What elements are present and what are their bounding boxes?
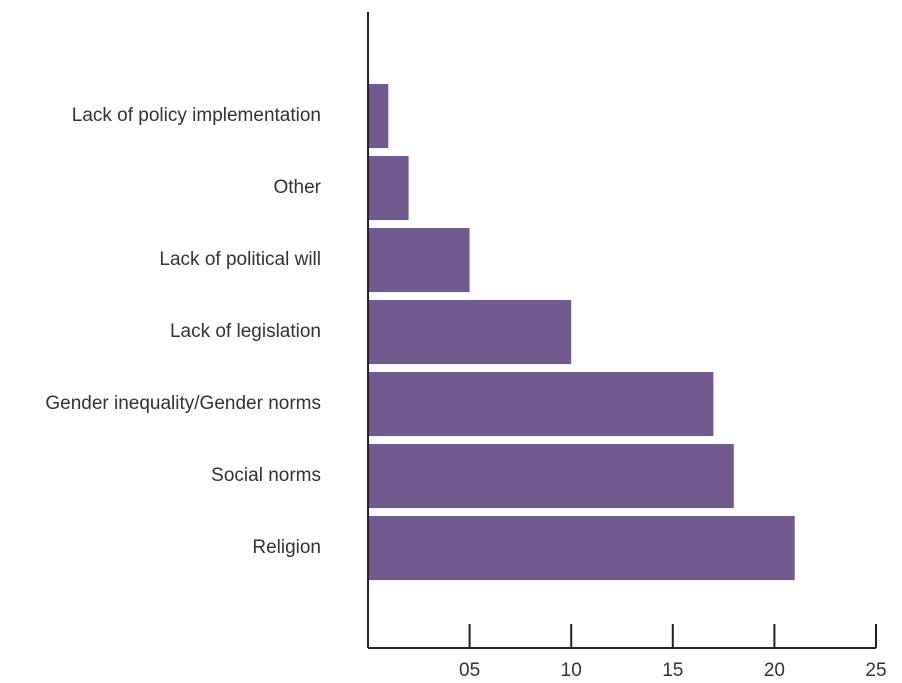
x-axis-ticks: 05 10 15 20 25 [459, 624, 887, 681]
category-label-3: Lack of legislation [170, 321, 321, 342]
category-label-1: Other [273, 177, 321, 198]
category-label-2: Lack of political will [159, 249, 321, 270]
bar-4 [368, 372, 714, 437]
x-tick-label-0: 05 [459, 660, 480, 681]
category-labels: Lack of policy implementation Other Lack o… [45, 105, 321, 558]
x-tick-label-4: 25 [865, 660, 886, 681]
bar-0 [368, 84, 389, 149]
category-label-5: Social norms [211, 465, 321, 486]
category-label-0: Lack of policy implementation [72, 105, 321, 126]
bar-1 [368, 156, 409, 221]
category-label-4: Gender inequality/Gender norms [45, 393, 321, 414]
bar-5 [368, 444, 734, 509]
category-label-6: Religion [252, 537, 321, 558]
bars-group [368, 84, 795, 581]
x-tick-label-1: 10 [561, 660, 582, 681]
x-tick-label-3: 20 [764, 660, 785, 681]
bar-2 [368, 228, 470, 293]
bar-6 [368, 516, 795, 581]
bar-3 [368, 300, 572, 365]
x-tick-label-2: 15 [662, 660, 683, 681]
